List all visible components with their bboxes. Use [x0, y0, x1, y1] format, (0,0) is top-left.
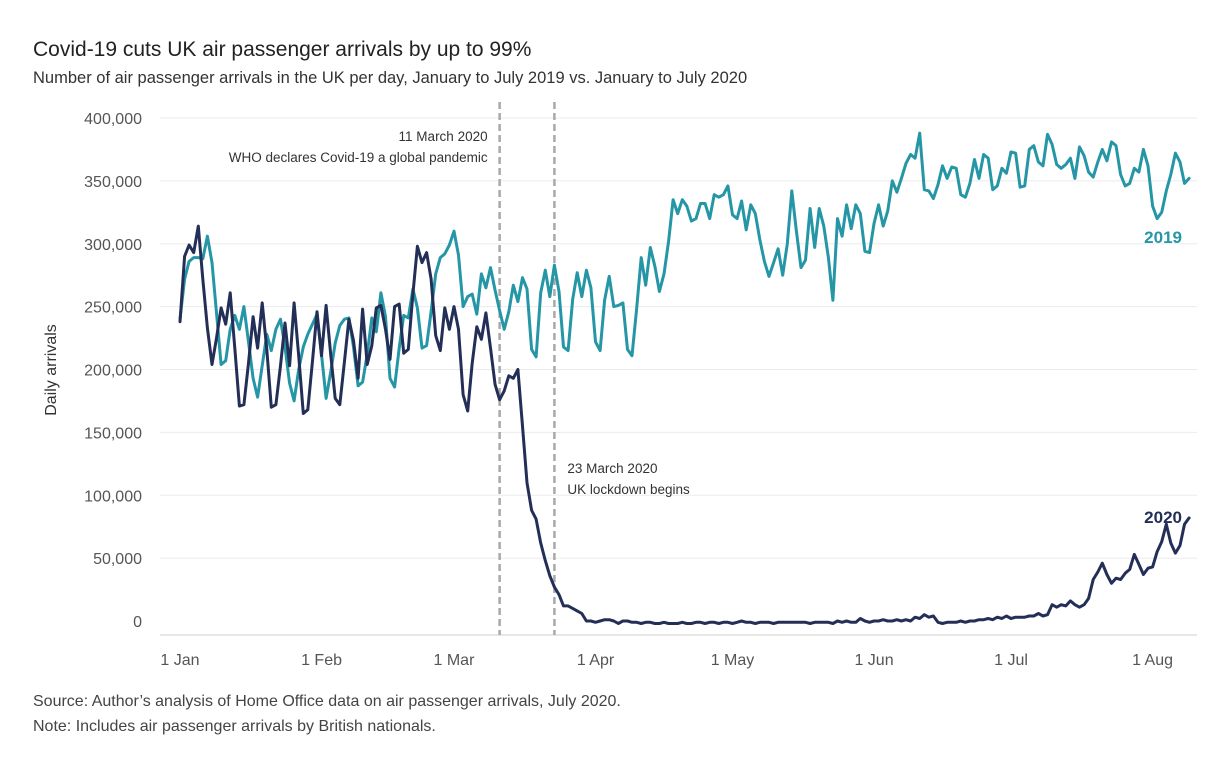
series-lines [178, 131, 1191, 625]
y-tick-label: 350,000 [84, 174, 142, 191]
series-label-2020: 2020 [1144, 508, 1182, 527]
annotation-date: 11 March 2020 [399, 129, 488, 144]
annotation-text: UK lockdown begins [567, 482, 690, 497]
y-tick-label: 100,000 [84, 488, 142, 505]
x-tick-label: 1 Jul [994, 652, 1028, 669]
y-tick-label: 50,000 [93, 551, 142, 568]
x-tick-label: 1 Mar [434, 652, 476, 669]
x-tick-label: 1 Feb [301, 652, 342, 669]
annotation-date: 23 March 2020 [567, 461, 657, 476]
y-tick-label: 0 [133, 614, 142, 631]
y-tick-label: 400,000 [84, 111, 142, 128]
x-tick-label: 1 Aug [1132, 652, 1173, 669]
annotation-text: WHO declares Covid-19 a global pandemic [229, 150, 488, 165]
x-tick-label: 1 Jan [160, 652, 199, 669]
y-tick-label: 300,000 [84, 237, 142, 254]
x-tick-label: 1 Apr [577, 652, 615, 669]
chart-subtitle: Number of air passenger arrivals in the … [33, 69, 748, 87]
y-axis-label: Daily arrivals [43, 324, 60, 416]
series-labels: 2019 2020 [1144, 228, 1182, 527]
series-label-2019: 2019 [1144, 228, 1182, 247]
series-line-2020 [178, 224, 1191, 625]
x-axis-ticks: 1 Jan 1 Feb 1 Mar 1 Apr 1 May 1 Jun 1 Jul 1 Aug [160, 652, 1173, 669]
y-axis-ticks: 0 50,000 100,000 150,000 200,000 250,000 300,0… [84, 111, 142, 631]
source-note: Source: Author’s analysis of Home Office… [33, 693, 621, 710]
footnote: Note: Includes air passenger arrivals by… [33, 718, 436, 735]
chart-title: Covid-19 cuts UK air passenger arrivals … [33, 38, 532, 61]
x-tick-label: 1 May [711, 652, 755, 669]
y-tick-label: 150,000 [84, 425, 142, 442]
y-tick-label: 200,000 [84, 363, 142, 380]
y-tick-label: 250,000 [84, 300, 142, 317]
x-tick-label: 1 Jun [854, 652, 893, 669]
annotations: 11 March 2020 WHO declares Covid-19 a glo… [229, 102, 690, 635]
